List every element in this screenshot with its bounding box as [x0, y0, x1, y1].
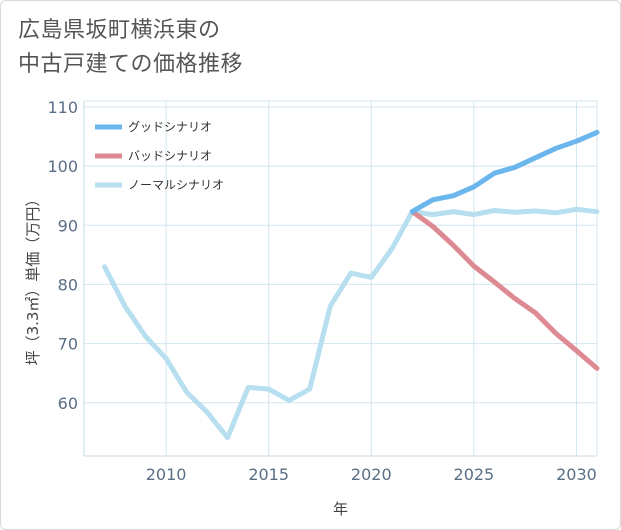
y-tick-label: 80: [58, 275, 78, 294]
grid: [83, 100, 598, 457]
series-line-2: [102, 206, 600, 441]
y-tick-label: 100: [47, 157, 78, 176]
y-tick-label: 110: [47, 98, 78, 117]
y-tick-label: 60: [58, 394, 78, 413]
axis-ticks: 60 70 80 90 100 110 2010 2015 2020 2025 2030: [47, 98, 596, 484]
y-tick-label: 90: [58, 216, 78, 235]
x-axis-label: 年: [333, 500, 348, 518]
x-tick-label: 2015: [248, 465, 289, 484]
series-line-0: [409, 129, 600, 215]
x-tick-label: 2025: [454, 465, 495, 484]
y-tick-label: 70: [58, 335, 78, 354]
chart-title-line2: 中古戸建ての価格推移: [18, 52, 244, 77]
x-tick-label: 2010: [146, 465, 187, 484]
x-tick-label: 2030: [556, 465, 597, 484]
legend-label-0: グッドシナリオ: [128, 120, 212, 134]
x-tick-label: 2020: [351, 465, 392, 484]
legend-label-2: ノーマルシナリオ: [128, 178, 224, 192]
y-axis-label: 坪（3.3㎡）単価（万円）: [24, 192, 42, 366]
series-line-1: [409, 209, 600, 371]
series-lines: [102, 129, 600, 441]
legend-label-1: バッドシナリオ: [128, 149, 212, 163]
chart-title: 広島県坂町横浜東の 中古戸建ての価格推移: [18, 14, 243, 82]
chart-title-line1: 広島県坂町横浜東の: [18, 18, 221, 43]
